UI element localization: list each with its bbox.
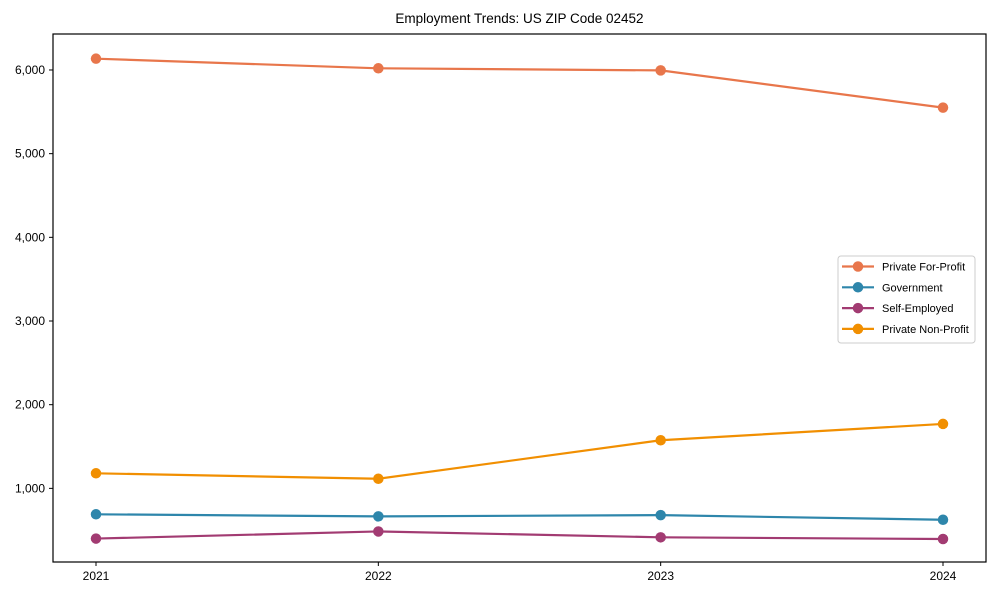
x-tick-label: 2023: [647, 569, 674, 583]
legend-marker-government: [852, 282, 864, 293]
legend-box: [837, 255, 976, 344]
x-tick-label: 2024: [930, 569, 957, 583]
data-point-private-for-profit-2022: [373, 63, 384, 74]
plot-border: [52, 33, 987, 563]
series-line-self-employed: [95, 530, 944, 541]
x-tick-label: 2021: [83, 569, 110, 583]
data-point-private-non-profit-2022: [373, 473, 384, 484]
data-point-government-2024: [937, 514, 949, 525]
data-point-private-non-profit-2024: [937, 418, 949, 430]
data-point-self-employed-2021: [90, 533, 102, 544]
data-point-self-employed-2022: [373, 526, 384, 537]
y-tick-label: 6,000: [15, 63, 45, 77]
data-point-self-employed-2023: [655, 532, 666, 543]
data-point-private-for-profit-2024: [937, 102, 949, 113]
chart-title: Employment Trends: US ZIP Code 02452: [395, 11, 643, 26]
y-tick-label: 5,000: [15, 147, 45, 161]
legend-label-government: Government: [882, 282, 943, 294]
data-point-self-employed-2024: [937, 533, 949, 545]
data-point-private-non-profit-2023: [655, 435, 666, 446]
data-point-government-2021: [90, 509, 102, 520]
legend-label-private-for-profit: Private For-Profit: [882, 262, 965, 274]
legend-label-self-employed: Self-Employed: [882, 303, 954, 315]
series-line-private-non-profit: [95, 422, 944, 480]
x-tick-label: 2022: [365, 569, 392, 583]
data-point-private-for-profit-2021: [90, 53, 102, 64]
data-point-private-non-profit-2021: [90, 468, 102, 479]
data-point-private-for-profit-2023: [655, 65, 666, 76]
y-tick-label: 2,000: [15, 398, 45, 412]
legend-marker-self-employed: [852, 302, 864, 314]
y-tick-label: 4,000: [15, 230, 45, 244]
y-tick-label: 1,000: [15, 481, 45, 495]
legend-label-private-non-profit: Private Non-Profit: [882, 324, 969, 336]
data-point-government-2022: [373, 511, 384, 522]
data-point-government-2023: [655, 509, 666, 521]
series-line-government: [95, 513, 944, 521]
series-line-private-for-profit: [95, 57, 944, 109]
legend-marker-private-for-profit: [852, 261, 864, 272]
legend-marker-private-non-profit: [852, 323, 864, 335]
y-tick-label: 3,000: [15, 314, 45, 328]
